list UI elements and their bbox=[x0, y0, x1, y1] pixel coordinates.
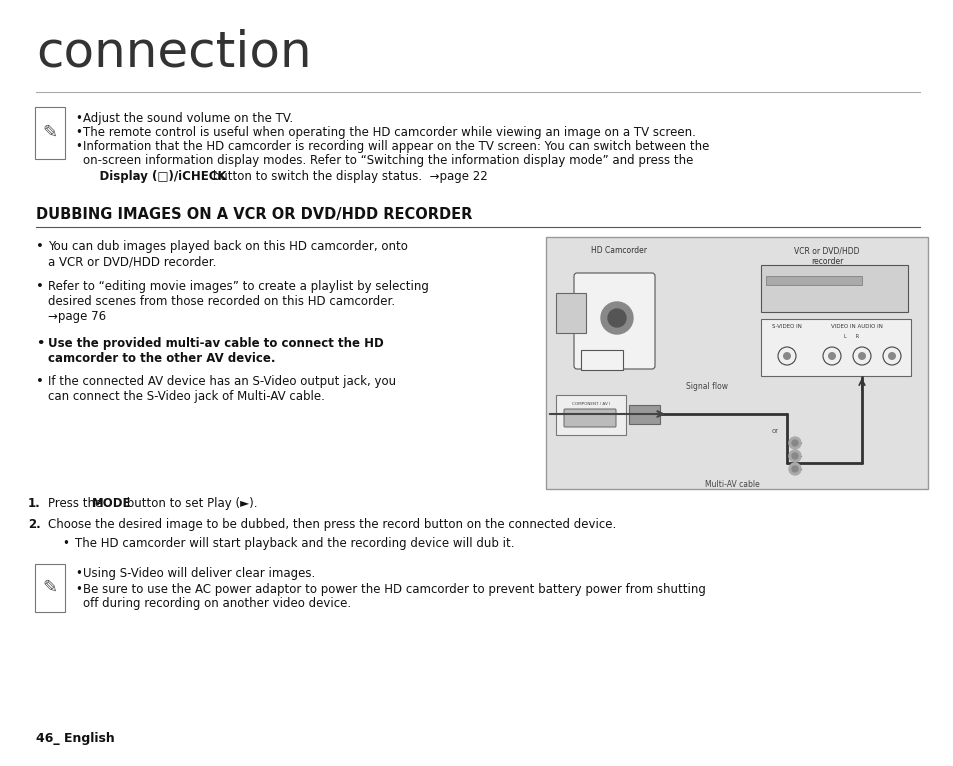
Text: S-VIDEO IN: S-VIDEO IN bbox=[771, 324, 801, 329]
FancyBboxPatch shape bbox=[760, 265, 907, 312]
Text: If the connected AV device has an S-Video output jack, you: If the connected AV device has an S-Vide… bbox=[48, 375, 395, 388]
Circle shape bbox=[791, 453, 797, 459]
FancyBboxPatch shape bbox=[574, 273, 655, 369]
Circle shape bbox=[788, 437, 801, 449]
Circle shape bbox=[791, 440, 797, 446]
Text: Choose the desired image to be dubbed, then press the record button on the conne: Choose the desired image to be dubbed, t… bbox=[48, 518, 616, 531]
Text: Be sure to use the AC power adaptor to power the HD camcorder to prevent battery: Be sure to use the AC power adaptor to p… bbox=[83, 583, 705, 596]
Text: ✎: ✎ bbox=[42, 579, 57, 597]
Text: •: • bbox=[36, 280, 44, 293]
FancyBboxPatch shape bbox=[580, 350, 622, 370]
Circle shape bbox=[791, 466, 797, 472]
FancyBboxPatch shape bbox=[760, 319, 910, 376]
FancyBboxPatch shape bbox=[35, 564, 65, 612]
Text: →page 76: →page 76 bbox=[48, 310, 106, 323]
Text: MODE: MODE bbox=[91, 497, 132, 510]
FancyBboxPatch shape bbox=[563, 409, 616, 427]
Text: button to switch the display status.  →page 22: button to switch the display status. →pa… bbox=[209, 170, 487, 183]
FancyBboxPatch shape bbox=[35, 107, 65, 159]
Text: Information that the HD camcorder is recording will appear on the TV screen: You: Information that the HD camcorder is rec… bbox=[83, 140, 709, 153]
Text: DUBBING IMAGES ON A VCR OR DVD/HDD RECORDER: DUBBING IMAGES ON A VCR OR DVD/HDD RECOR… bbox=[36, 207, 472, 222]
Text: •: • bbox=[36, 337, 45, 350]
Text: recorder: recorder bbox=[810, 257, 842, 266]
Text: desired scenes from those recorded on this HD camcorder.: desired scenes from those recorded on th… bbox=[48, 295, 395, 308]
Text: •: • bbox=[75, 583, 82, 596]
Text: COMPONENT / AV I: COMPONENT / AV I bbox=[571, 402, 610, 406]
FancyBboxPatch shape bbox=[545, 237, 927, 489]
Text: 2.: 2. bbox=[28, 518, 41, 531]
Text: •: • bbox=[62, 537, 69, 550]
FancyBboxPatch shape bbox=[765, 276, 862, 284]
Text: •: • bbox=[75, 567, 82, 580]
Text: camcorder to the other AV device.: camcorder to the other AV device. bbox=[48, 352, 275, 365]
Text: Refer to “editing movie images” to create a playlist by selecting: Refer to “editing movie images” to creat… bbox=[48, 280, 429, 293]
Text: button to set Play (►).: button to set Play (►). bbox=[123, 497, 257, 510]
Text: L      R: L R bbox=[843, 334, 859, 339]
Circle shape bbox=[827, 352, 835, 360]
Text: a VCR or DVD/HDD recorder.: a VCR or DVD/HDD recorder. bbox=[48, 255, 216, 268]
Text: connection: connection bbox=[36, 28, 312, 76]
Circle shape bbox=[788, 450, 801, 462]
Text: 1.: 1. bbox=[28, 497, 41, 510]
Circle shape bbox=[782, 352, 790, 360]
Text: Press the: Press the bbox=[48, 497, 106, 510]
Text: •: • bbox=[36, 240, 44, 253]
Text: •: • bbox=[75, 112, 82, 125]
Text: HD Camcorder: HD Camcorder bbox=[590, 246, 646, 255]
Text: Signal flow: Signal flow bbox=[685, 382, 727, 391]
Text: The remote control is useful when operating the HD camcorder while viewing an im: The remote control is useful when operat… bbox=[83, 126, 695, 139]
Text: Display (□)/iCHECK: Display (□)/iCHECK bbox=[83, 170, 227, 183]
Text: or: or bbox=[771, 428, 778, 434]
Text: •: • bbox=[36, 375, 44, 388]
Circle shape bbox=[607, 309, 625, 327]
Circle shape bbox=[887, 352, 895, 360]
Text: Using S-Video will deliver clear images.: Using S-Video will deliver clear images. bbox=[83, 567, 314, 580]
Text: The HD camcorder will start playback and the recording device will dub it.: The HD camcorder will start playback and… bbox=[75, 537, 514, 550]
Text: You can dub images played back on this HD camcorder, onto: You can dub images played back on this H… bbox=[48, 240, 408, 253]
Text: •: • bbox=[75, 140, 82, 153]
Text: on-screen information display modes. Refer to “Switching the information display: on-screen information display modes. Ref… bbox=[83, 154, 693, 167]
Text: Use the provided multi-av cable to connect the HD: Use the provided multi-av cable to conne… bbox=[48, 337, 383, 350]
FancyBboxPatch shape bbox=[629, 404, 659, 424]
Text: off during recording on another video device.: off during recording on another video de… bbox=[83, 597, 351, 610]
Text: Adjust the sound volume on the TV.: Adjust the sound volume on the TV. bbox=[83, 112, 293, 125]
FancyBboxPatch shape bbox=[556, 293, 585, 333]
Text: •: • bbox=[75, 126, 82, 139]
Text: ✎: ✎ bbox=[42, 124, 57, 142]
Text: Multi-AV cable: Multi-AV cable bbox=[704, 480, 759, 489]
Text: VCR or DVD/HDD: VCR or DVD/HDD bbox=[794, 246, 859, 255]
Text: 46_ English: 46_ English bbox=[36, 732, 114, 745]
Circle shape bbox=[788, 463, 801, 475]
Circle shape bbox=[600, 302, 633, 334]
Text: VIDEO IN AUDIO IN: VIDEO IN AUDIO IN bbox=[830, 324, 882, 329]
FancyBboxPatch shape bbox=[556, 395, 625, 435]
Circle shape bbox=[857, 352, 865, 360]
Text: can connect the S-Video jack of Multi-AV cable.: can connect the S-Video jack of Multi-AV… bbox=[48, 390, 325, 403]
